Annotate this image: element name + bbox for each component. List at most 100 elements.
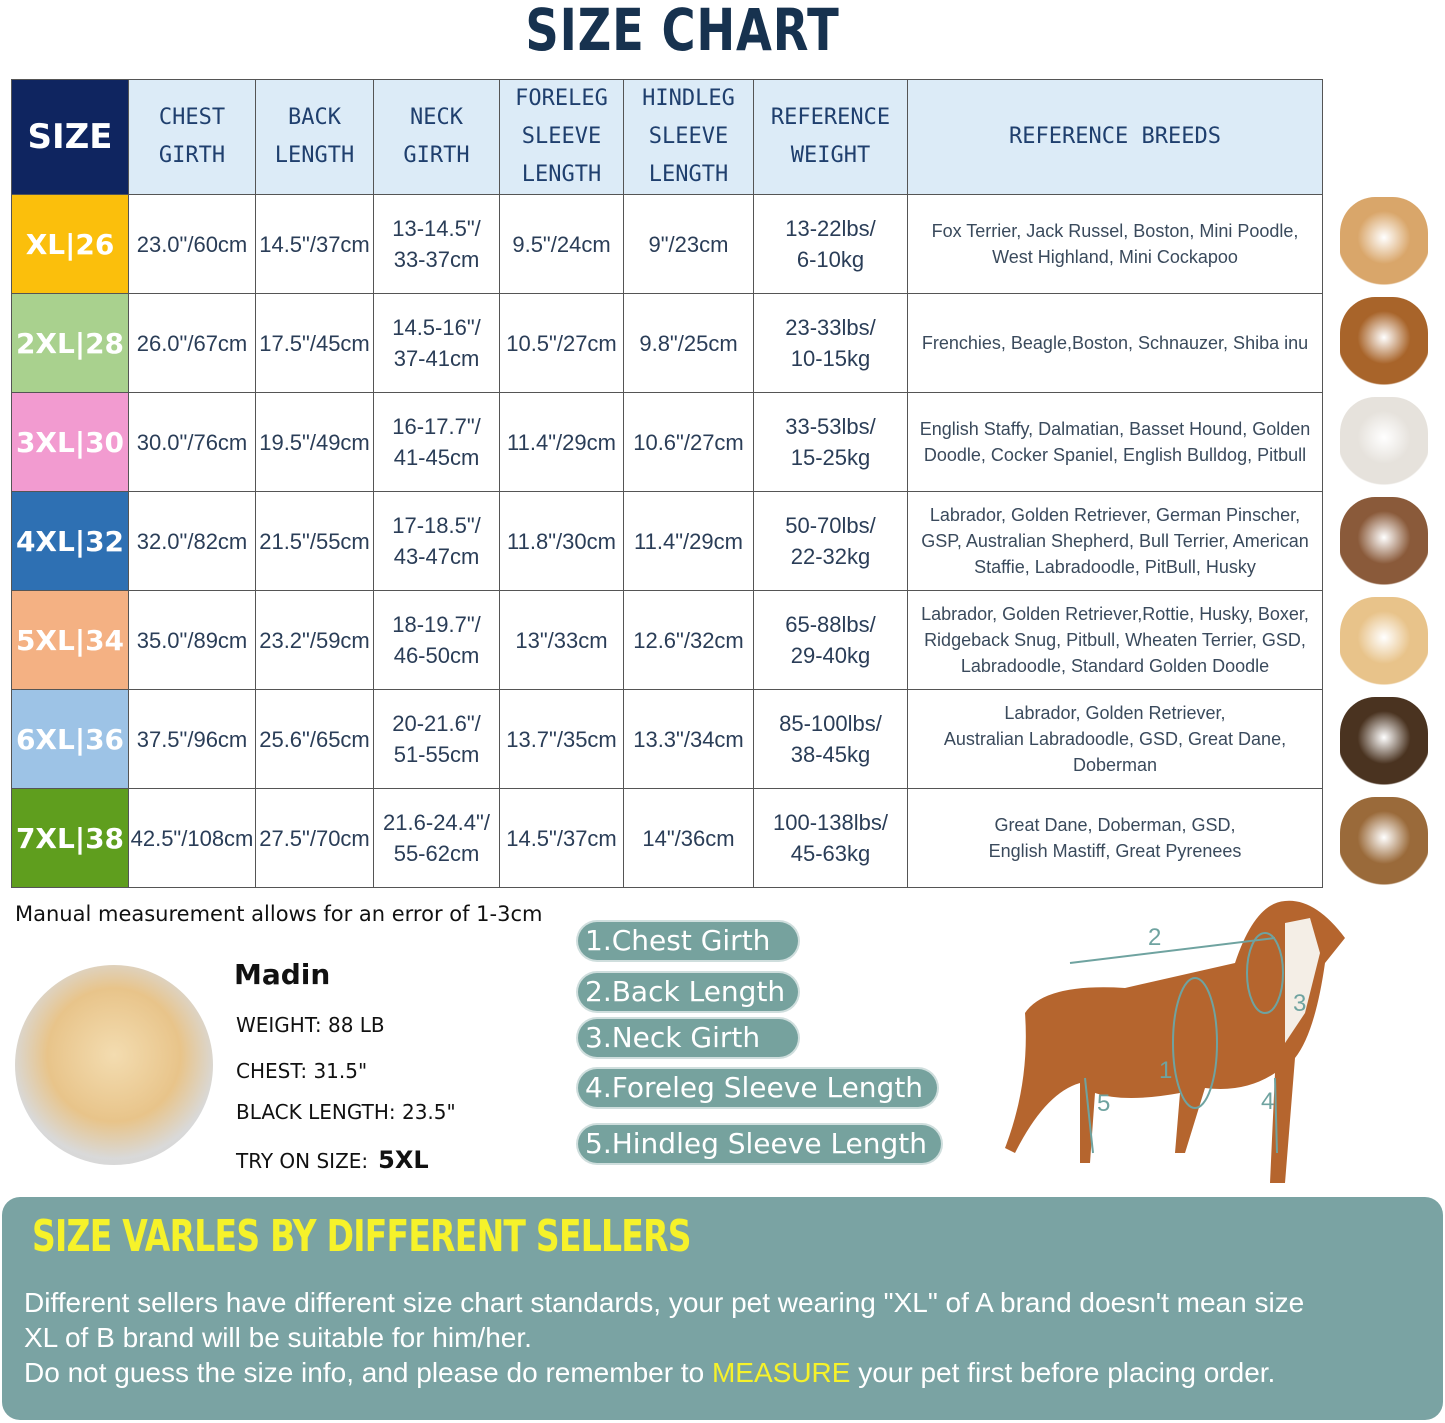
neck-cell: 20-21.6"/ 51-55cm [373, 689, 500, 789]
example-dog-photo [15, 965, 213, 1165]
foreleg-cell: 13"/33cm [499, 590, 624, 690]
breeds-cell: Labrador, Golden Retriever, German Pinsc… [907, 491, 1323, 591]
foreleg-cell: 11.8"/30cm [499, 491, 624, 591]
table-row: 2XL|28 26.0"/67cm 17.5"/45cm 14.5-16"/ 37-4… [11, 293, 1323, 393]
example-dog-name: Madin [234, 958, 331, 991]
try-size-label: TRY ON SIZE: [236, 1149, 369, 1173]
column-header: REFERENCE WEIGHT [753, 79, 908, 195]
diagram-label-4: 4 [1261, 1088, 1274, 1115]
measurement-note: Manual measurement allows for an error o… [15, 902, 543, 926]
back-cell: 21.5"/55cm [255, 491, 374, 591]
banner-heading: SIZE VARLES BY DIFFERENT SELLERS [32, 1211, 692, 1262]
example-weight: WEIGHT: 88 LB [236, 1013, 385, 1037]
foreleg-cell: 10.5"/27cm [499, 293, 624, 393]
neck-cell: 21.6-24.4"/ 55-62cm [373, 788, 500, 888]
size-cell: 7XL|38 [11, 788, 129, 888]
diagram-label-1: 1 [1159, 1057, 1172, 1084]
hindleg-cell: 11.4"/29cm [623, 491, 754, 591]
breed-dog-photo [1340, 697, 1428, 787]
weight-cell: 100-138lbs/ 45-63kg [753, 788, 908, 888]
breed-dog-photo [1340, 297, 1428, 387]
back-cell: 14.5"/37cm [255, 194, 374, 294]
breed-dog-photo [1340, 597, 1428, 687]
hindleg-cell: 12.6"/32cm [623, 590, 754, 690]
breeds-cell: Great Dane, Doberman, GSD, English Masti… [907, 788, 1323, 888]
chest-cell: 35.0"/89cm [128, 590, 256, 690]
neck-cell: 13-14.5"/ 33-37cm [373, 194, 500, 294]
banner-line-3-end: your pet first before placing order. [850, 1357, 1276, 1388]
table-row: XL|26 23.0"/60cm 14.5"/37cm 13-14.5"/ 33-37… [11, 194, 1323, 294]
breeds-cell: Labrador, Golden Retriever,Rottie, Husky… [907, 590, 1323, 690]
measurement-foreleg-sleeve: 4.Foreleg Sleeve Length [578, 1069, 937, 1107]
column-header: CHEST GIRTH [128, 79, 256, 195]
table-row: 5XL|34 35.0"/89cm 23.2"/59cm 18-19.7"/ 46-5… [11, 590, 1323, 690]
try-size-value: 5XL [378, 1146, 429, 1174]
weight-cell: 85-100lbs/ 38-45kg [753, 689, 908, 789]
column-header: BACK LENGTH [255, 79, 374, 195]
chest-cell: 30.0"/76cm [128, 392, 256, 492]
weight-cell: 65-88lbs/ 29-40kg [753, 590, 908, 690]
column-header: NECK GIRTH [373, 79, 500, 195]
measure-highlight: MEASURE [711, 1357, 851, 1388]
breeds-cell: Frenchies, Beagle,Boston, Schnauzer, Shi… [907, 293, 1323, 393]
back-cell: 23.2"/59cm [255, 590, 374, 690]
table-row: 3XL|30 30.0"/76cm 19.5"/49cm 16-17.7"/ 41-4… [11, 392, 1323, 492]
size-chart-table: SIZE CHEST GIRTH BACK LENGTH NECK GIRTH FORE… [11, 79, 1323, 888]
diagram-label-2: 2 [1148, 924, 1161, 951]
chest-cell: 32.0"/82cm [128, 491, 256, 591]
foreleg-cell: 14.5"/37cm [499, 788, 624, 888]
foreleg-cell: 13.7"/35cm [499, 689, 624, 789]
hindleg-cell: 9.8"/25cm [623, 293, 754, 393]
foreleg-cell: 9.5"/24cm [499, 194, 624, 294]
table-row: 6XL|36 37.5"/96cm 25.6"/65cm 20-21.6"/ 51-5… [11, 689, 1323, 789]
back-cell: 25.6"/65cm [255, 689, 374, 789]
breed-dog-photo [1340, 797, 1428, 887]
back-cell: 19.5"/49cm [255, 392, 374, 492]
size-cell: 5XL|34 [11, 590, 129, 690]
breeds-cell: English Staffy, Dalmatian, Basset Hound,… [907, 392, 1323, 492]
table-row: 7XL|38 42.5"/108cm 27.5"/70cm 21.6-24.4"/ 5… [11, 788, 1323, 888]
column-header: HINDLEG SLEEVE LENGTH [623, 79, 754, 195]
neck-cell: 17-18.5"/ 43-47cm [373, 491, 500, 591]
disclaimer-banner: SIZE VARLES BY DIFFERENT SELLERS Differe… [2, 1197, 1443, 1420]
example-chest: CHEST: 31.5" [236, 1059, 368, 1083]
banner-line-1: Different sellers have different size ch… [24, 1287, 1305, 1318]
hindleg-cell: 13.3"/34cm [623, 689, 754, 789]
size-cell: XL|26 [11, 194, 129, 294]
weight-cell: 13-22lbs/ 6-10kg [753, 194, 908, 294]
hindleg-cell: 9"/23cm [623, 194, 754, 294]
size-cell: 4XL|32 [11, 491, 129, 591]
neck-cell: 18-19.7"/ 46-50cm [373, 590, 500, 690]
neck-cell: 16-17.7"/ 41-45cm [373, 392, 500, 492]
chest-cell: 42.5"/108cm [128, 788, 256, 888]
breed-dog-photo [1340, 497, 1428, 587]
breed-dog-photo [1340, 397, 1428, 487]
column-header: FORELEG SLEEVE LENGTH [499, 79, 624, 195]
page-title: SIZE CHART [525, 0, 840, 64]
measurement-hindleg-sleeve: 5.Hindleg Sleeve Length [578, 1125, 941, 1163]
chest-cell: 26.0"/67cm [128, 293, 256, 393]
foreleg-cell: 11.4"/29cm [499, 392, 624, 492]
measurement-back-length: 2.Back Length [578, 973, 798, 1011]
breeds-cell: Labrador, Golden Retriever, Australian L… [907, 689, 1323, 789]
measurement-diagram-dog: 2 3 1 4 5 [1005, 900, 1345, 1183]
banner-line-2: XL of B brand will be suitable for him/h… [24, 1322, 532, 1353]
measurement-neck-girth: 3.Neck Girth [578, 1019, 798, 1057]
table-row: 4XL|32 32.0"/82cm 21.5"/55cm 17-18.5"/ 43-4… [11, 491, 1323, 591]
back-cell: 27.5"/70cm [255, 788, 374, 888]
hindleg-cell: 14"/36cm [623, 788, 754, 888]
size-cell: 6XL|36 [11, 689, 129, 789]
breeds-cell: Fox Terrier, Jack Russel, Boston, Mini P… [907, 194, 1323, 294]
column-header: REFERENCE BREEDS [907, 79, 1323, 195]
chest-cell: 37.5"/96cm [128, 689, 256, 789]
diagram-label-5: 5 [1097, 1090, 1110, 1117]
weight-cell: 33-53lbs/ 15-25kg [753, 392, 908, 492]
size-cell: 3XL|30 [11, 392, 129, 492]
breed-dog-photo [1340, 197, 1428, 287]
example-back-length: BLACK LENGTH: 23.5" [236, 1100, 456, 1124]
size-cell: 2XL|28 [11, 293, 129, 393]
banner-line-3-start: Do not guess the size info, and please d… [24, 1357, 712, 1388]
weight-cell: 23-33lbs/ 10-15kg [753, 293, 908, 393]
diagram-label-3: 3 [1293, 990, 1306, 1017]
banner-line-3: Do not guess the size info, and please d… [24, 1357, 1275, 1389]
